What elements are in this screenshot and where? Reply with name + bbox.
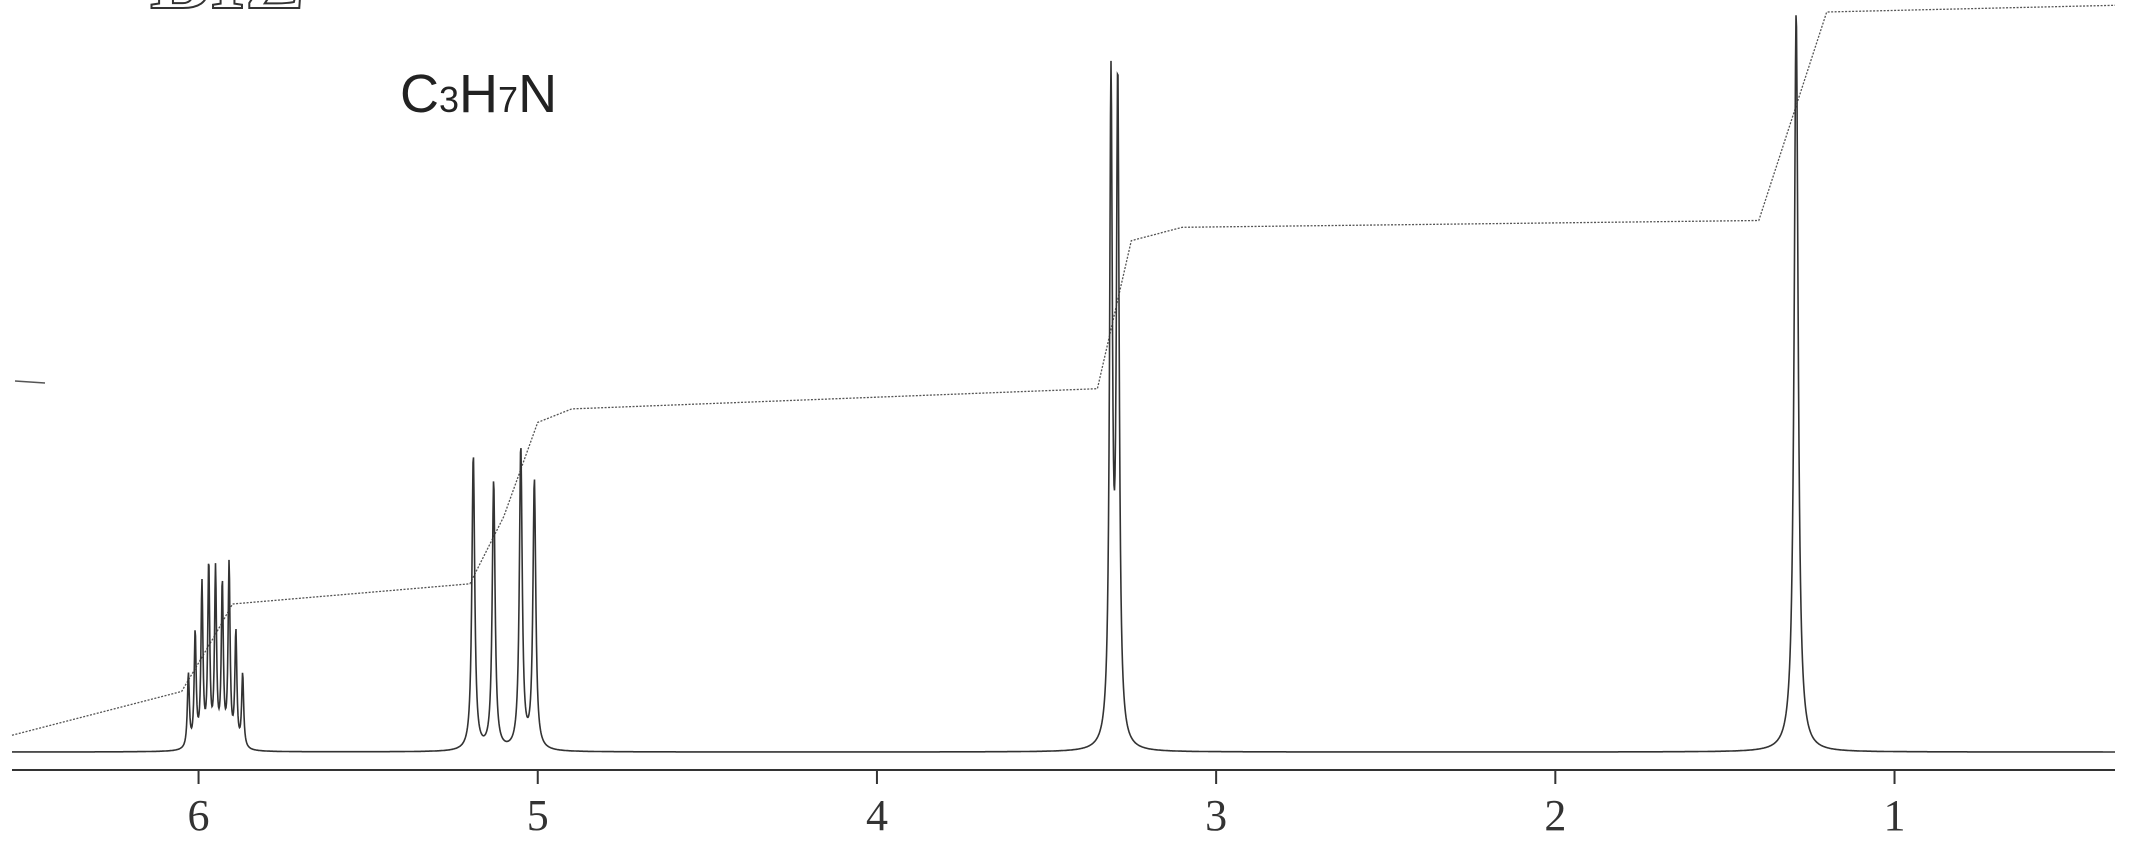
integral-curve (11, 4, 2116, 736)
stray-mark (14, 380, 46, 384)
x-tick-label: 1 (1884, 791, 1906, 840)
x-tick-label: 4 (866, 791, 888, 840)
formula-hydrogen-count: 7 (498, 79, 518, 120)
molecular-formula: C3H7N (400, 64, 557, 124)
x-tick-label: 6 (188, 791, 210, 840)
formula-carbon-count: 3 (439, 79, 459, 120)
formula-nitrogen: N (518, 64, 557, 124)
x-tick-label: 5 (527, 791, 549, 840)
x-tick-label: 2 (1544, 791, 1566, 840)
x-tick-label: 3 (1205, 791, 1227, 840)
title-fragment: BIZ (150, 0, 305, 28)
spectrum-trace (12, 15, 2115, 753)
x-axis-ticks: 6 5 4 3 2 1 (188, 770, 1906, 840)
formula-hydrogen: H (459, 64, 498, 124)
formula-carbon: C (400, 64, 439, 124)
